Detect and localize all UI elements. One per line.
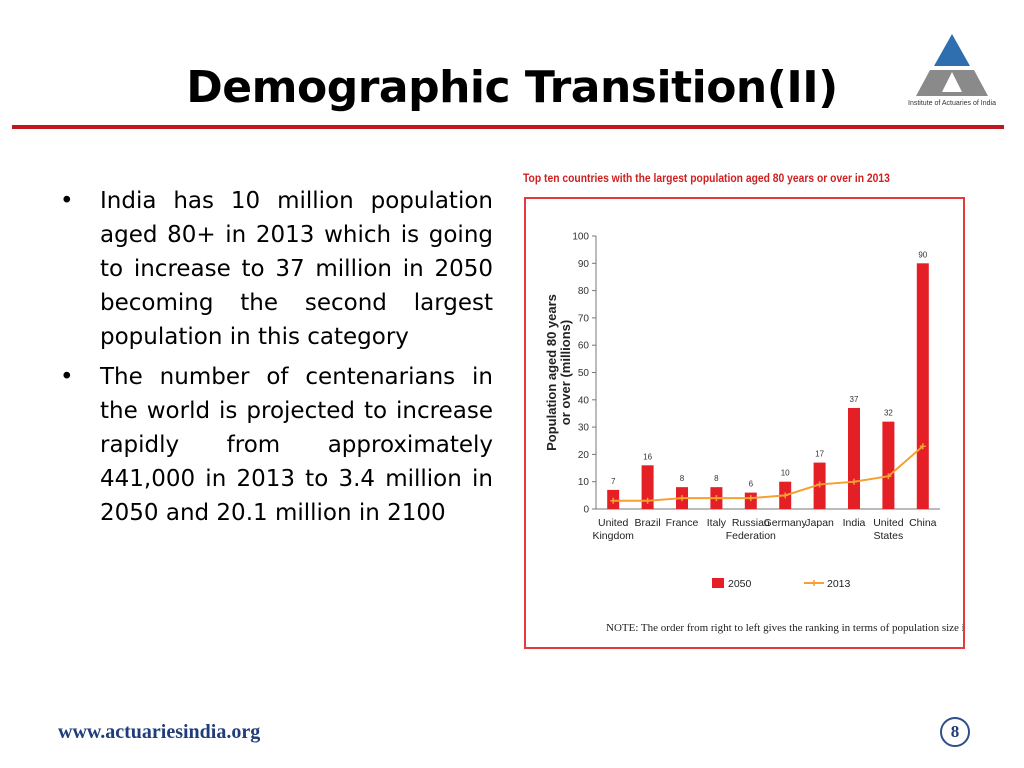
bar-data-label: 8 (680, 474, 685, 483)
bullet-item: • India has 10 million population aged 8… (60, 184, 493, 354)
y-tick-label: 70 (578, 313, 590, 324)
logo-triangle-icon (916, 34, 988, 96)
x-tick-label: China (909, 517, 937, 529)
title-underline (12, 125, 1004, 129)
x-tick-label: Kingdom (592, 530, 634, 542)
x-tick-label: United (598, 517, 629, 529)
line-2013-marker (679, 495, 685, 502)
bar-data-label: 17 (815, 450, 824, 459)
x-tick-label: Japan (805, 517, 834, 529)
legend-2013-label: 2013 (827, 578, 851, 590)
bullet-dot: • (60, 364, 74, 390)
bullet-dot: • (60, 188, 74, 214)
institute-logo: Institute of Actuaries of India (896, 30, 1008, 116)
line-2013-marker (644, 497, 651, 504)
bullet-item: • The number of centenarians in the worl… (60, 360, 493, 530)
x-tick-label: France (666, 517, 699, 529)
bullet-list: • India has 10 million population aged 8… (60, 184, 493, 536)
y-tick-label: 0 (583, 505, 589, 516)
line-2013-marker (747, 495, 754, 502)
footer-website[interactable]: www.actuariesindia.org (58, 721, 261, 743)
line-2013-marker (919, 443, 926, 450)
bar-2050 (882, 421, 895, 509)
y-tick-label: 60 (578, 341, 590, 352)
x-tick-label: India (843, 517, 866, 529)
bar-data-label: 37 (850, 395, 859, 404)
y-tick-label: 80 (578, 286, 590, 297)
line-2013-marker (782, 492, 789, 499)
x-tick-label: Federation (726, 530, 776, 542)
y-tick-label: 100 (572, 232, 589, 243)
y-axis-label: Population aged 80 years or over (million… (544, 294, 573, 451)
chart-frame: 0 10 20 30 40 50 60 70 80 90 100 Population aged 80… (524, 197, 965, 649)
chart-note: NOTE: The order from right to left gives… (606, 622, 963, 634)
x-tick-label: Germany (764, 517, 808, 529)
bar-2050 (641, 465, 654, 509)
bar-data-label: 7 (611, 477, 616, 486)
population-chart: 0 10 20 30 40 50 60 70 80 90 100 Population aged 80… (544, 232, 963, 635)
bullet-text: India has 10 million population aged 80+… (100, 188, 493, 350)
x-tick-label: Russian (732, 517, 770, 529)
y-tick-label: 90 (578, 259, 590, 270)
x-tick-label: Brazil (634, 517, 660, 529)
line-2013 (613, 445, 924, 502)
y-tick-label: 10 (578, 477, 590, 488)
y-tick-label: 30 (578, 423, 590, 434)
legend-2050-label: 2050 (728, 578, 752, 590)
y-axis-label-line: Population aged 80 years (544, 294, 559, 451)
bar-data-label: 6 (749, 480, 754, 489)
page-number: 8 (940, 717, 970, 747)
x-tick-label: States (874, 530, 904, 542)
bar-data-label: 16 (643, 452, 652, 461)
legend-2013-marker (811, 580, 817, 586)
line-2013-marker (885, 473, 892, 480)
line-2013-marker (610, 497, 617, 504)
y-tick-label: 20 (578, 450, 590, 461)
bar-2050 (916, 263, 929, 509)
slide-title: Demographic Transition(II) (186, 62, 838, 113)
bar-data-label: 8 (714, 474, 719, 483)
legend-2050-swatch (712, 578, 724, 588)
x-tick-label: United (873, 517, 904, 529)
bullet-text: The number of centenarians in the world … (100, 364, 493, 526)
bar-data-label: 10 (781, 469, 790, 478)
logo-caption: Institute of Actuaries of India (908, 100, 996, 107)
y-axis-label-line: or over (millions) (558, 320, 573, 425)
line-2013-marker (713, 495, 720, 502)
y-tick-label: 40 (578, 395, 590, 406)
line-2013-marker (816, 481, 823, 488)
line-2013-marker (851, 478, 857, 485)
bar-data-label: 32 (884, 409, 893, 418)
bar-data-label: 90 (918, 250, 927, 259)
y-tick-label: 50 (578, 368, 590, 379)
chart-caption: Top ten countries with the largest popul… (523, 171, 890, 185)
bar-2050 (848, 407, 860, 509)
x-tick-label: Italy (707, 517, 727, 529)
